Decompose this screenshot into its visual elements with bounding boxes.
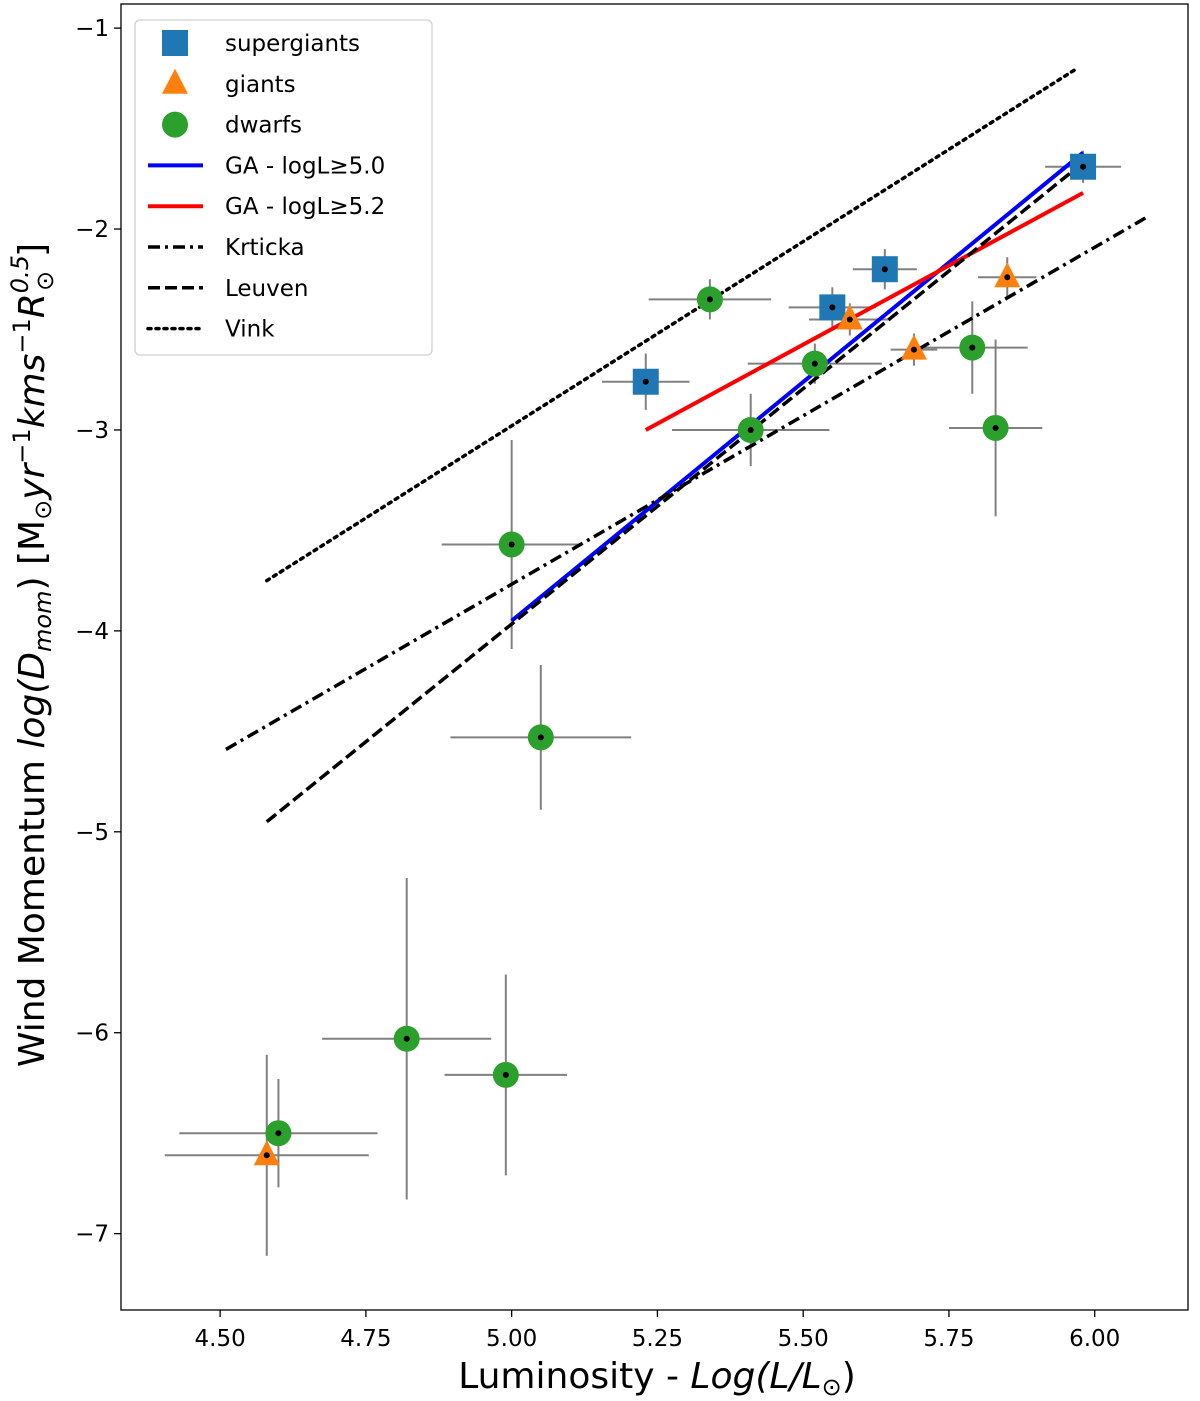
x-tick-label: 5.00 — [486, 1326, 537, 1352]
point-center-dot — [811, 360, 818, 367]
legend-marker-supergiants — [162, 30, 188, 56]
legend-box — [134, 19, 433, 356]
point-center-dot — [992, 424, 999, 431]
point-center-dot — [508, 541, 515, 548]
line-vink — [265, 66, 1079, 583]
x-tick-label: 5.25 — [632, 1326, 683, 1352]
point-center-dot — [1004, 274, 1011, 281]
legend-label-ga-logl-5-0: GA - logL≥5.0 — [225, 153, 385, 179]
y-tick-label: −2 — [75, 217, 109, 243]
point-center-dot — [829, 304, 836, 311]
line-leuven — [265, 161, 1085, 824]
point-center-dot — [642, 378, 649, 385]
point-center-dot — [275, 1130, 282, 1137]
point-center-dot — [747, 426, 754, 433]
point-center-dot — [706, 296, 713, 303]
legend-label-giants: giants — [225, 72, 296, 98]
point-center-dot — [881, 266, 888, 273]
legend-label-ga-logl-5-2: GA - logL≥5.2 — [225, 194, 385, 220]
x-tick-label: 4.50 — [195, 1326, 246, 1352]
legend-label-supergiants: supergiants — [225, 31, 360, 57]
point-center-dot — [969, 344, 976, 351]
legend-label-vink: Vink — [225, 317, 275, 343]
ticks-layer: 4.50 4.75 5.00 5.25 5.50 5.75 6.00 −7 −6 −5 −4 −3 −2… — [75, 16, 1120, 1352]
y-axis-title: Wind Momentum log(Dmom) [M⊙yr−1kms−1R0.5… — [6, 243, 59, 1067]
point-center-dot — [1080, 163, 1087, 170]
y-tick-label: −1 — [75, 16, 109, 42]
point-center-dot — [403, 1035, 410, 1042]
line-ga-logl-5-2 — [644, 191, 1085, 432]
point-center-dot — [263, 1152, 270, 1159]
point-center-dot — [537, 734, 544, 741]
markers-layer — [253, 153, 1097, 1166]
line-krticka — [225, 215, 1149, 751]
point-center-dot — [846, 316, 853, 323]
y-tick-label: −3 — [75, 418, 109, 444]
x-tick-label: 6.00 — [1069, 1326, 1120, 1352]
legend-label-leuven: Leuven — [225, 276, 308, 302]
x-tick-label: 5.50 — [778, 1326, 829, 1352]
legend-label-krticka: Krticka — [225, 235, 305, 261]
line-ga-logl-5-0 — [510, 151, 1085, 623]
legend: supergiants giants dwarfs GA - logL≥5.0 GA -… — [134, 19, 433, 356]
y-tick-label: −6 — [75, 1021, 109, 1047]
point-center-dot — [910, 346, 917, 353]
x-tick-label: 4.75 — [340, 1326, 391, 1352]
x-axis-title: Luminosity - Log(L/L⊙) — [458, 1356, 856, 1401]
plot-frame — [120, 3, 1189, 1311]
y-tick-label: −7 — [75, 1222, 109, 1248]
legend-label-dwarfs: dwarfs — [225, 113, 302, 139]
point-center-dot — [502, 1071, 509, 1078]
legend-marker-dwarfs — [162, 111, 188, 138]
fit-lines-layer — [225, 66, 1149, 824]
y-tick-label: −5 — [75, 820, 109, 846]
y-tick-label: −4 — [75, 619, 109, 645]
x-tick-label: 5.75 — [923, 1326, 974, 1352]
legend-marker-giants — [162, 68, 188, 94]
